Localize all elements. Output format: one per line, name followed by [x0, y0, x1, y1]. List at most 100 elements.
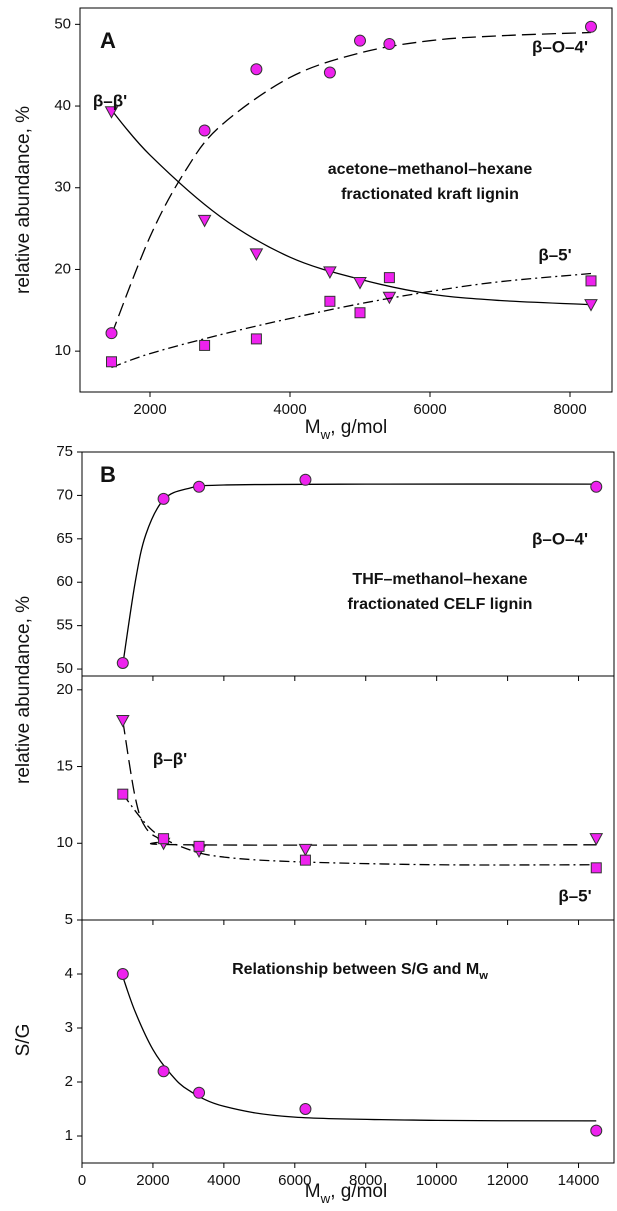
y-tick-label: 10 — [54, 342, 71, 359]
y-tick-label: 55 — [56, 617, 73, 634]
y-tick-label: 30 — [54, 179, 71, 196]
panel-letter: B — [100, 462, 116, 487]
panel-letter: A — [100, 28, 116, 53]
plot-frame — [81, 919, 615, 1164]
marker-circle — [299, 473, 312, 486]
series-label: β–β' — [93, 91, 127, 110]
marker-square — [383, 272, 395, 284]
marker-triangle — [589, 833, 604, 846]
series-label: β–5' — [558, 886, 591, 905]
annotation: THF–methanol–hexane — [352, 571, 527, 588]
annotation: Relationship between S/G and Mw — [232, 961, 488, 982]
x-tick-label: 12000 — [487, 1172, 529, 1189]
marker-triangle — [353, 277, 367, 290]
marker-circle — [383, 37, 396, 50]
y-tick-label: 15 — [56, 758, 73, 775]
plot-frame — [81, 451, 615, 677]
x-tick-label: 2000 — [133, 401, 166, 418]
x-tick-label: 10000 — [416, 1172, 458, 1189]
marker-square — [193, 840, 205, 852]
fit-curve — [110, 31, 592, 336]
x-tick-label: 8000 — [553, 401, 586, 418]
marker-circle — [116, 968, 129, 980]
y-axis-label: relative abundance, % — [13, 106, 34, 294]
marker-square — [117, 788, 129, 800]
y-tick-label: 20 — [56, 681, 73, 698]
marker-square — [199, 339, 211, 351]
marker-circle — [198, 124, 211, 137]
y-tick-label: 50 — [54, 15, 71, 32]
y-tick-label: 65 — [56, 530, 73, 547]
x-axis-label-part: M — [305, 417, 321, 438]
marker-circle — [193, 1086, 206, 1099]
y-tick-label: 4 — [65, 965, 73, 982]
marker-square — [299, 854, 311, 866]
marker-circle — [193, 480, 206, 493]
x-axis-label: Mw, g/mol — [305, 1181, 387, 1206]
marker-square — [590, 862, 602, 874]
marker-circle — [590, 480, 603, 493]
y-tick-label: 3 — [65, 1019, 73, 1036]
x-tick-label: 4000 — [207, 1172, 240, 1189]
y-tick-label: 70 — [56, 486, 73, 503]
y-tick-label: 5 — [65, 911, 73, 928]
fit-curve — [111, 272, 592, 369]
x-tick-label: 8000 — [349, 1172, 382, 1189]
x-axis-label: Mw, g/mol — [305, 417, 387, 442]
marker-triangle — [584, 299, 598, 312]
marker-circle — [323, 66, 336, 79]
marker-square — [324, 295, 336, 307]
marker-circle — [157, 1065, 170, 1078]
y-tick-label: 20 — [54, 260, 71, 277]
marker-circle — [354, 34, 366, 47]
y-axis-label: S/G — [13, 1024, 34, 1057]
marker-triangle — [197, 214, 212, 228]
y-axis-label: relative abundance, % — [13, 596, 34, 784]
x-axis-label-sub: w — [320, 427, 331, 442]
y-tick-label: 60 — [56, 573, 73, 590]
plot-frame — [81, 675, 615, 921]
x-tick-label: 14000 — [558, 1172, 600, 1189]
annotation: fractionated kraft lignin — [341, 186, 519, 203]
x-axis-label-sub: w — [320, 1191, 331, 1206]
fit-curve — [122, 976, 597, 1122]
annotation: fractionated CELF lignin — [348, 596, 533, 613]
series-label: β–β' — [153, 749, 187, 768]
series-label: β–O–4' — [532, 37, 588, 56]
marker-circle — [157, 492, 170, 505]
marker-square — [585, 275, 597, 287]
fit-curve — [122, 720, 597, 846]
fit-curve — [122, 793, 597, 866]
x-tick-label: 0 — [78, 1172, 86, 1189]
marker-circle — [250, 63, 263, 76]
y-tick-label: 75 — [56, 443, 73, 460]
y-tick-label: 10 — [56, 834, 73, 851]
marker-square — [250, 333, 262, 345]
y-tick-label: 2 — [65, 1073, 73, 1090]
marker-triangle — [323, 266, 337, 279]
x-tick-label: 4000 — [273, 401, 306, 418]
x-tick-label: 2000 — [136, 1172, 169, 1189]
marker-circle — [116, 656, 129, 669]
plot-frame — [79, 7, 613, 393]
y-tick-label: 50 — [56, 660, 73, 677]
marker-square — [106, 356, 117, 368]
marker-square — [158, 833, 170, 845]
marker-circle — [590, 1124, 603, 1137]
x-axis-label-part: , g/mol — [330, 417, 387, 438]
annotation-part: Relationship between S/G and M — [232, 961, 479, 978]
annotation-sub: w — [478, 970, 488, 982]
marker-triangle — [298, 843, 313, 857]
marker-triangle — [104, 106, 119, 119]
series-label: β–5' — [538, 245, 571, 264]
marker-triangle — [115, 715, 130, 728]
fit-curve — [111, 109, 592, 306]
x-tick-label: 6000 — [278, 1172, 311, 1189]
fit-curve — [122, 483, 597, 665]
marker-circle — [299, 1103, 312, 1115]
x-tick-label: 6000 — [413, 401, 446, 418]
x-axis-label-part: M — [305, 1181, 321, 1202]
marker-square — [354, 307, 366, 319]
marker-circle — [105, 327, 118, 340]
